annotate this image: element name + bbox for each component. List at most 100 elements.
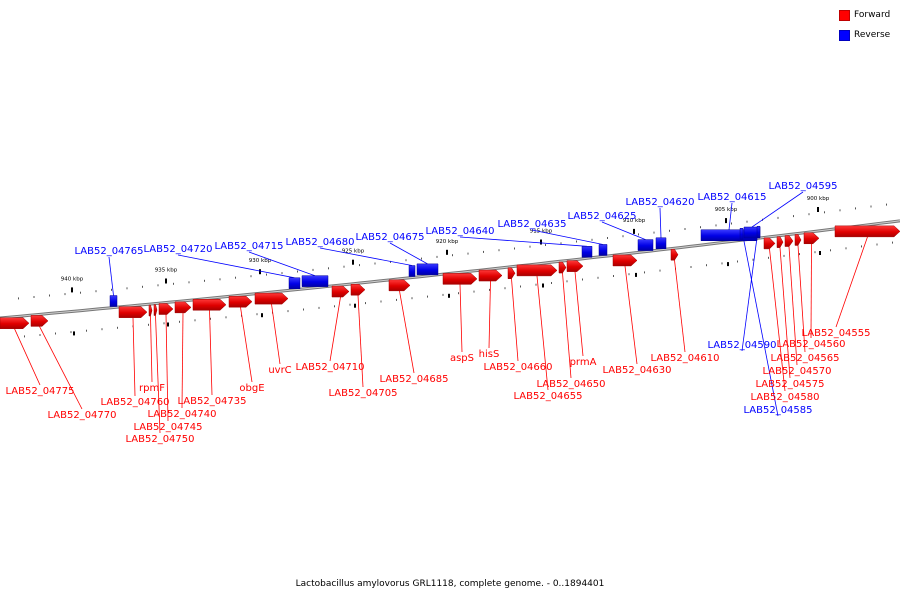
gene-LAB52_04710-arrow[interactable] xyxy=(331,285,350,298)
minor-tick xyxy=(303,308,304,311)
gene-aspS-arrow[interactable] xyxy=(442,273,478,285)
gene-label-LAB52_04685[interactable]: LAB52_04685 xyxy=(379,374,448,385)
gene-LAB52_04585-arrow[interactable] xyxy=(739,228,744,240)
gene-label-LAB52_04760[interactable]: LAB52_04760 xyxy=(100,397,169,408)
gene-LAB52_04720-arrow[interactable] xyxy=(288,277,301,290)
gene-LAB52_04750-arrow[interactable] xyxy=(153,304,158,316)
minor-tick xyxy=(628,273,630,276)
gene-LAB52_04770-arrow[interactable] xyxy=(30,315,49,327)
gene-label-uvrC[interactable]: uvrC xyxy=(268,365,291,376)
gene-LAB52_04675-arrow[interactable] xyxy=(416,263,439,276)
gene-label-LAB52_04560[interactable]: LAB52_04560 xyxy=(776,339,845,350)
gene-label-LAB52_04765[interactable]: LAB52_04765 xyxy=(74,246,143,257)
gene-uvrC-arrow[interactable] xyxy=(254,292,289,305)
gene-label-LAB52_04610[interactable]: LAB52_04610 xyxy=(650,353,719,364)
minor-tick xyxy=(80,291,81,294)
gene-label-LAB52_04715[interactable]: LAB52_04715 xyxy=(214,241,283,252)
gene-LAB52_04555-arrow[interactable] xyxy=(834,225,900,238)
gene-LAB52_04760-arrow[interactable] xyxy=(118,306,148,318)
gene-LAB52_04650-arrow[interactable] xyxy=(558,261,567,274)
gene-label-LAB52_04655[interactable]: LAB52_04655 xyxy=(513,391,582,402)
gene-hisS-arrow[interactable] xyxy=(478,269,503,282)
major-tick xyxy=(352,259,354,265)
gene-LAB52_04775-arrow[interactable] xyxy=(0,317,30,329)
gene-LAB52_04570-arrow[interactable] xyxy=(784,235,794,247)
gene-label-LAB52_04640[interactable]: LAB52_04640 xyxy=(425,226,494,237)
gene-label-LAB52_04625[interactable]: LAB52_04625 xyxy=(567,211,636,222)
gene-LAB52_04745-arrow[interactable] xyxy=(158,303,174,315)
minor-tick xyxy=(359,264,360,267)
gene-LAB52_04740-arrow[interactable] xyxy=(174,301,192,314)
gene-label-LAB52_04775[interactable]: LAB52_04775 xyxy=(5,386,74,397)
gene-label-LAB52_04680[interactable]: LAB52_04680 xyxy=(285,237,354,248)
minor-tick xyxy=(365,302,366,305)
gene-label-LAB52_04585[interactable]: LAB52_04585 xyxy=(743,405,812,416)
gene-LAB52_04680-arrow[interactable] xyxy=(408,265,416,277)
minor-tick xyxy=(95,290,97,293)
gene-LAB52_04715-arrow[interactable] xyxy=(301,275,329,287)
gene-label-LAB52_04770[interactable]: LAB52_04770 xyxy=(47,410,116,421)
minor-tick xyxy=(777,216,779,219)
major-tick xyxy=(725,218,727,224)
gene-LAB52_04685-arrow[interactable] xyxy=(388,279,411,292)
gene-LAB52_04595-arrow[interactable] xyxy=(743,226,761,239)
gene-label-LAB52_04735[interactable]: LAB52_04735 xyxy=(177,396,246,407)
gene-label-LAB52_04575[interactable]: LAB52_04575 xyxy=(755,379,824,390)
gene-label-LAB52_04580[interactable]: LAB52_04580 xyxy=(750,392,819,403)
gene-LAB52_04560-arrow[interactable] xyxy=(803,232,820,245)
gene-label-LAB52_04650[interactable]: LAB52_04650 xyxy=(536,379,605,390)
gene-label-prmA[interactable]: prmA xyxy=(570,357,597,368)
minor-tick xyxy=(597,276,599,279)
gene-LAB52_04655-arrow[interactable] xyxy=(516,264,558,277)
gene-LAB52_04565-leader xyxy=(797,245,806,353)
minor-tick xyxy=(607,237,608,239)
gene-label-LAB52_04720[interactable]: LAB52_04720 xyxy=(143,244,212,255)
gene-label-LAB52_04565[interactable]: LAB52_04565 xyxy=(770,353,839,364)
gene-LAB52_04640-arrow[interactable] xyxy=(581,246,593,258)
minor-tick xyxy=(535,283,537,286)
gene-label-obgE[interactable]: obgE xyxy=(239,383,264,394)
gene-label-LAB52_04595[interactable]: LAB52_04595 xyxy=(768,181,837,192)
gene-label-LAB52_04620[interactable]: LAB52_04620 xyxy=(625,197,694,208)
gene-LAB52_04590-leader xyxy=(741,226,759,352)
gene-LAB52_04630-arrow[interactable] xyxy=(612,254,638,267)
minor-tick xyxy=(545,244,546,246)
gene-LAB52_04565-arrow[interactable] xyxy=(794,234,802,246)
gene-LAB52_04705-arrow[interactable] xyxy=(350,283,366,296)
gene-label-LAB52_04705[interactable]: LAB52_04705 xyxy=(328,388,397,399)
minor-tick xyxy=(328,267,329,270)
gene-LAB52_04575-arrow[interactable] xyxy=(776,236,784,248)
gene-label-LAB52_04710[interactable]: LAB52_04710 xyxy=(295,362,364,373)
gene-LAB52_04620-arrow[interactable] xyxy=(655,237,667,250)
gene-label-LAB52_04740[interactable]: LAB52_04740 xyxy=(147,409,216,420)
minor-tick xyxy=(855,207,856,210)
tick-label: 910 kbp xyxy=(623,218,646,224)
gene-obgE-arrow[interactable] xyxy=(228,295,253,308)
gene-label-LAB52_04750[interactable]: LAB52_04750 xyxy=(125,434,194,445)
gene-LAB52_04765-arrow[interactable] xyxy=(109,295,118,307)
minor-tick xyxy=(210,317,211,320)
gene-label-LAB52_04570[interactable]: LAB52_04570 xyxy=(762,366,831,377)
gene-label-LAB52_04615[interactable]: LAB52_04615 xyxy=(697,192,766,203)
gene-label-hisS[interactable]: hisS xyxy=(479,349,500,360)
gene-label-LAB52_04590[interactable]: LAB52_04590 xyxy=(707,340,776,351)
gene-LAB52_04625-arrow[interactable] xyxy=(637,239,654,251)
major-tick xyxy=(817,207,819,212)
gene-label-aspS[interactable]: aspS xyxy=(450,353,474,364)
gene-LAB52_04735-arrow[interactable] xyxy=(192,299,227,311)
gene-LAB52_04580-arrow[interactable] xyxy=(763,237,776,250)
gene-LAB52_04610-arrow[interactable] xyxy=(670,248,679,261)
tick-label: 935 kbp xyxy=(155,268,178,274)
gene-label-LAB52_04635[interactable]: LAB52_04635 xyxy=(497,219,566,230)
gene-LAB52_04635-arrow[interactable] xyxy=(598,244,608,256)
gene-prmA-arrow[interactable] xyxy=(566,260,584,272)
gene-label-LAB52_04745[interactable]: LAB52_04745 xyxy=(133,422,202,433)
gene-label-LAB52_04555[interactable]: LAB52_04555 xyxy=(801,328,870,339)
gene-label-rpmF[interactable]: rpmF xyxy=(139,383,165,394)
gene-LAB52_04590-arrow[interactable] xyxy=(756,225,761,238)
gene-LAB52_04660-arrow[interactable] xyxy=(507,267,516,279)
gene-label-LAB52_04630[interactable]: LAB52_04630 xyxy=(602,365,671,376)
gene-rpmF-arrow[interactable] xyxy=(148,304,153,317)
gene-label-LAB52_04675[interactable]: LAB52_04675 xyxy=(355,232,424,243)
gene-label-LAB52_04660[interactable]: LAB52_04660 xyxy=(483,362,552,373)
